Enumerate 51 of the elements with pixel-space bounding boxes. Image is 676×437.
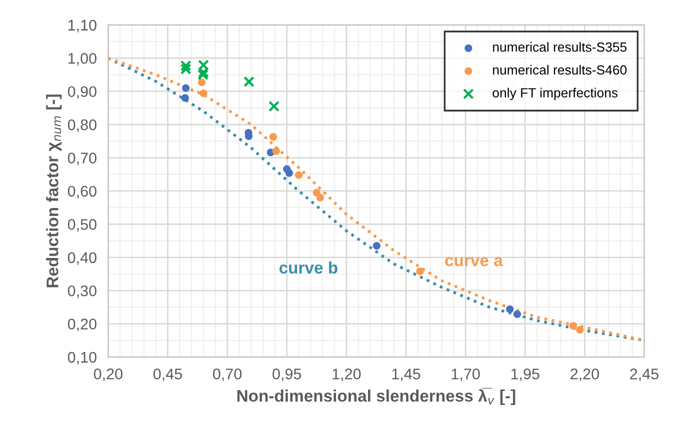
y-tick-label: 1,00 [68, 52, 96, 66]
point [506, 305, 514, 314]
point [200, 90, 208, 98]
point [198, 78, 206, 86]
legend-label: only FT imperfections [492, 88, 618, 100]
x-tick-label: 2,45 [630, 368, 658, 382]
x-tick-label: 0,95 [272, 368, 302, 382]
x-tick-label: 0,70 [213, 368, 242, 382]
point [513, 310, 522, 318]
x-tick-label: 0,20 [94, 368, 122, 382]
x-axis-title: Non-dimensional slenderness λ̅$_{v}$ [-] [237, 388, 516, 406]
x-tick-label: 0,45 [153, 368, 182, 382]
point [316, 194, 324, 202]
point [180, 60, 192, 72]
y-axis-title: Reduction factor χ$_{num}$ [-] [46, 94, 62, 288]
point [198, 66, 209, 78]
point [198, 60, 209, 71]
point [180, 64, 192, 75]
y-tick-label: 1,10 [68, 20, 96, 32]
y-tick-label: 0,90 [68, 86, 96, 99]
point [372, 242, 380, 250]
point [197, 69, 208, 80]
y-tick-label: 0,60 [68, 186, 96, 198]
point [294, 171, 303, 179]
point [269, 133, 278, 141]
point [569, 322, 578, 330]
y-tick-label: 0,40 [68, 252, 96, 265]
x-tick-label: 1,95 [511, 368, 540, 382]
point [312, 188, 320, 196]
y-tick-label: 0,10 [68, 352, 96, 365]
x-tick-label: 2,20 [570, 368, 599, 382]
y-tick-label: 0,20 [68, 318, 96, 332]
point [182, 84, 190, 92]
x-tick-label: 1,20 [332, 368, 361, 382]
x-tick-label: 1,70 [452, 368, 480, 382]
y-tick-label: 0,80 [68, 119, 96, 132]
point [243, 76, 254, 88]
point [416, 268, 424, 276]
y-tick-label: 0,70 [68, 152, 96, 166]
point [181, 94, 189, 102]
legend-label: numerical results-S355 [493, 42, 627, 52]
series-label: curve b [279, 261, 338, 274]
y-tick-label: 0,50 [68, 219, 96, 232]
point [576, 326, 584, 334]
x-tick-label: 1,45 [392, 368, 420, 382]
legend-label: numerical results-S460 [493, 64, 627, 75]
point [285, 169, 294, 177]
point [268, 100, 280, 112]
y-tick-label: 0,30 [68, 285, 96, 298]
point [272, 147, 280, 155]
series-label: curve a [445, 257, 503, 266]
